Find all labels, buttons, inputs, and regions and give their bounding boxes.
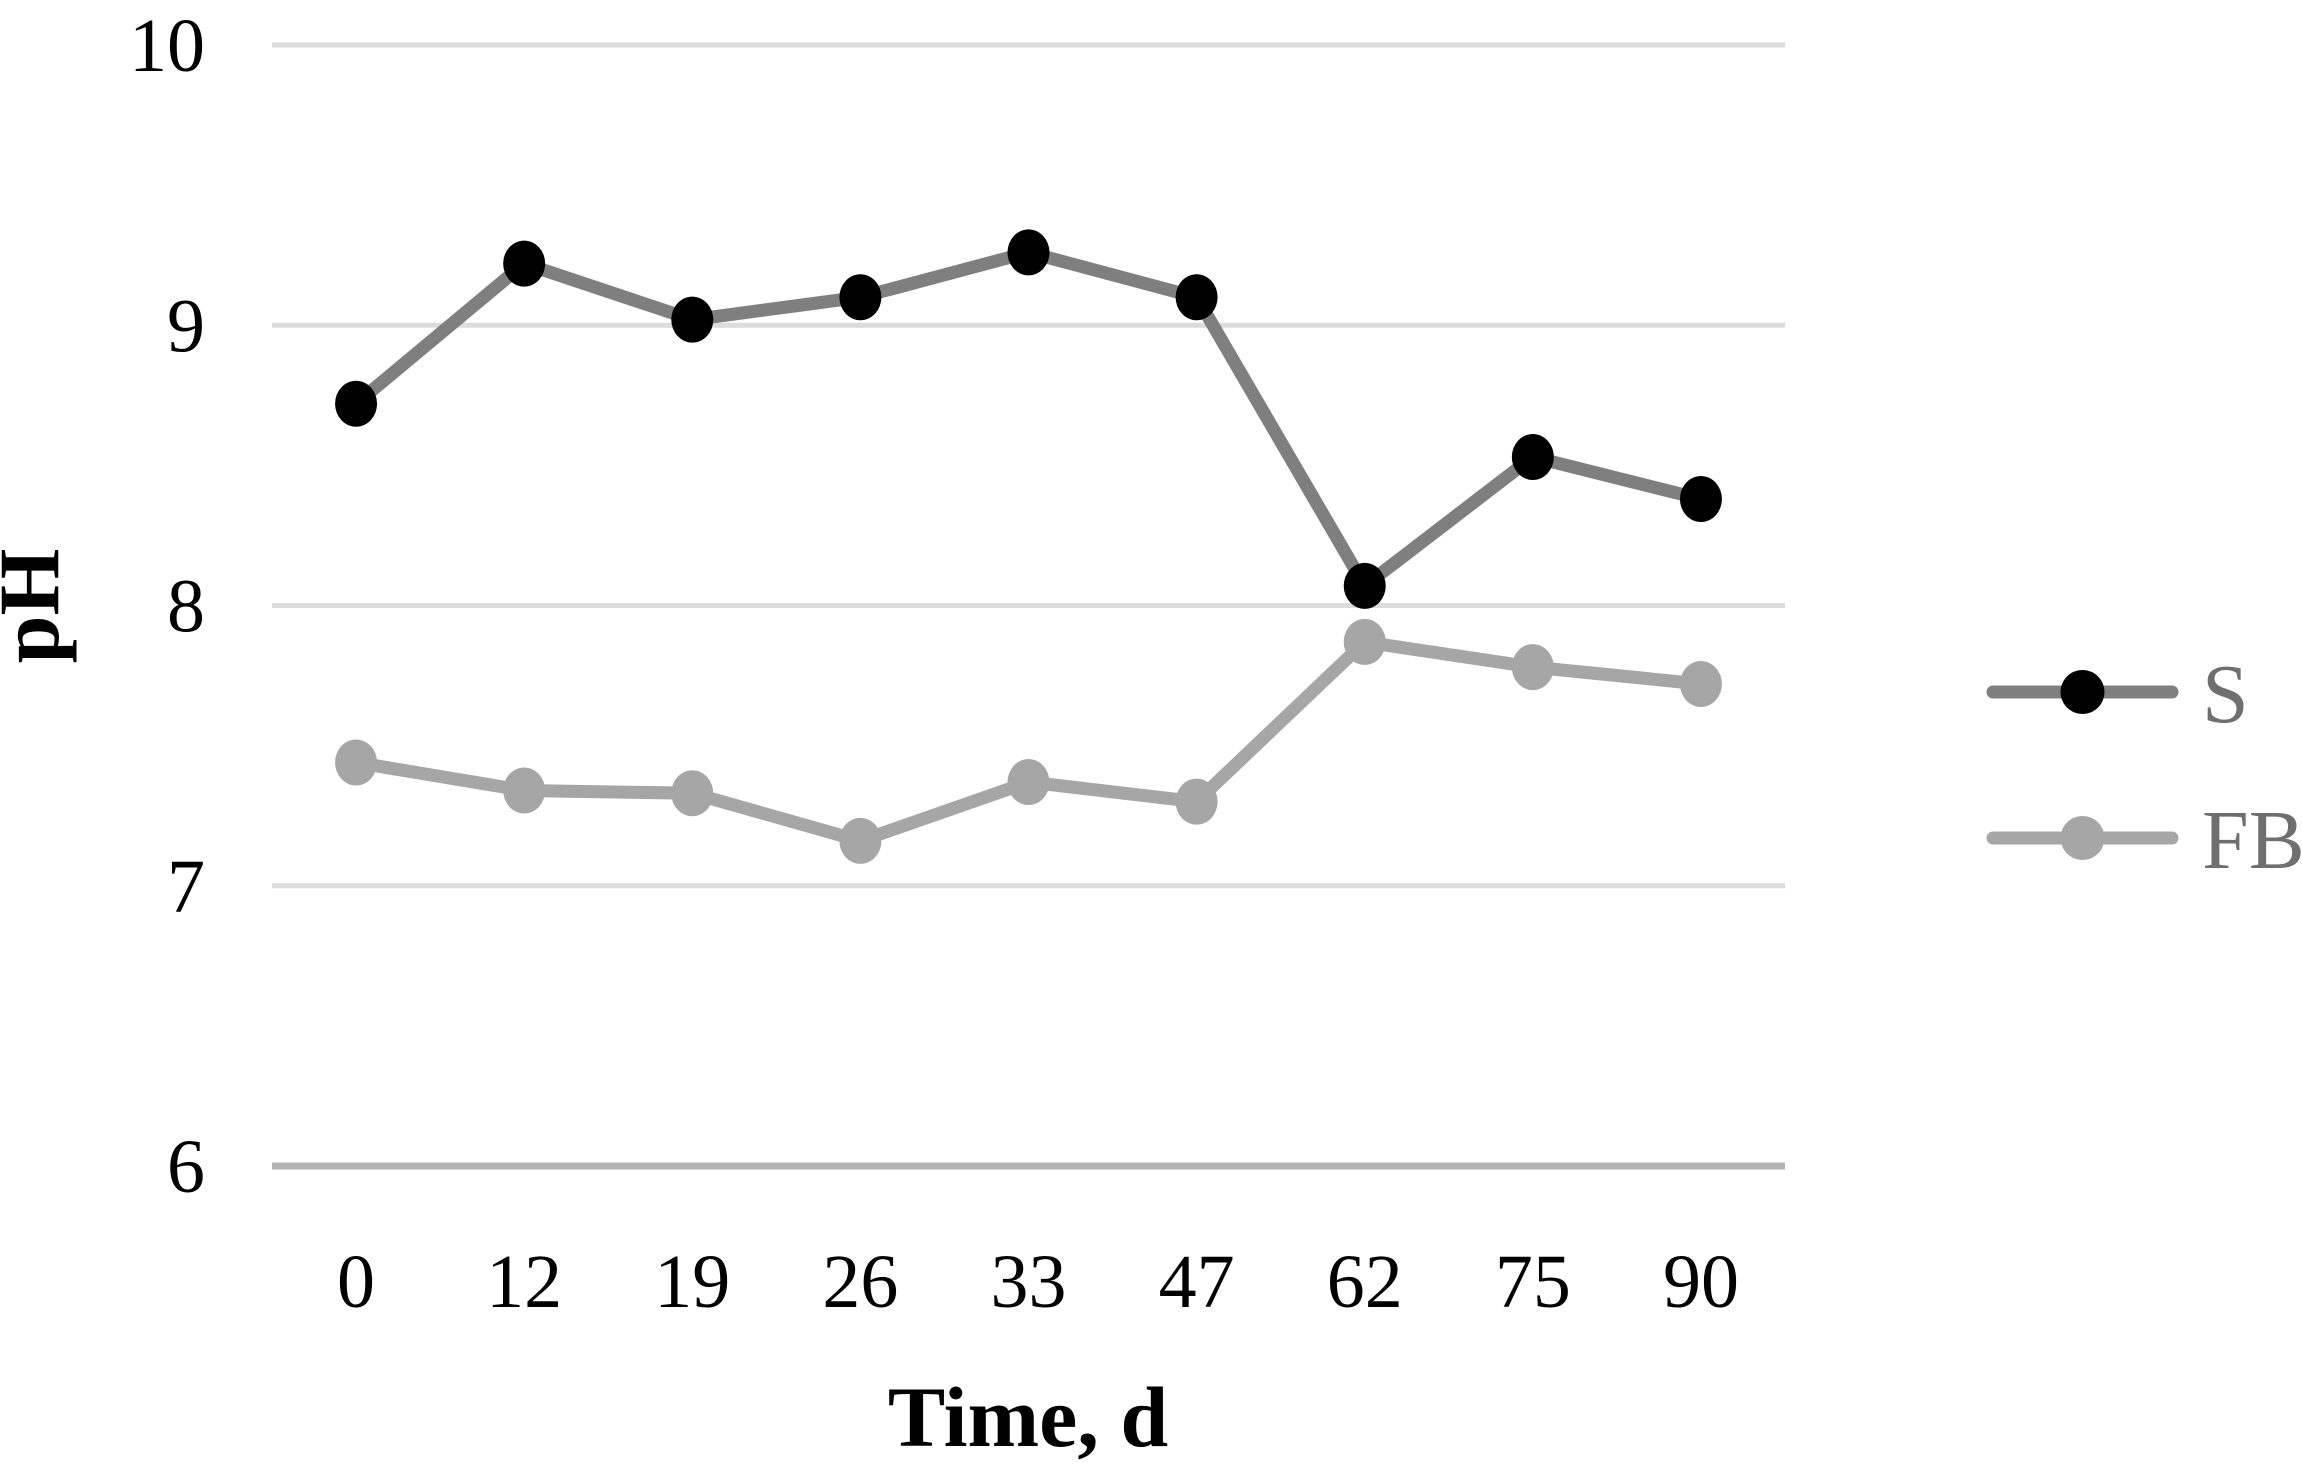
legend: S FB xyxy=(1986,648,2302,887)
x-tick-label-90: 90 xyxy=(1663,1240,1739,1324)
y-tick-label-7: 7 xyxy=(167,845,205,929)
series-FB-marker-90 xyxy=(1679,660,1722,707)
legend-label-FB: FB xyxy=(2202,794,2302,887)
series-FB-marker-33 xyxy=(1007,759,1050,806)
series-S-marker-62 xyxy=(1343,562,1386,609)
x-tick-label-26: 26 xyxy=(822,1240,898,1324)
series-S-marker-47 xyxy=(1175,274,1218,321)
series-FB-marker-47 xyxy=(1175,778,1218,825)
series-S-line xyxy=(349,245,1708,596)
series-markers xyxy=(335,229,1722,864)
y-tick-label-8: 8 xyxy=(167,565,205,649)
gridlines xyxy=(272,42,1785,1170)
series-S-marker-12 xyxy=(503,240,546,287)
y-axis-title: pH xyxy=(0,549,77,664)
series-S-marker-33 xyxy=(1007,229,1050,276)
series-FB-marker-75 xyxy=(1511,644,1554,691)
legend-marker-S xyxy=(2060,670,2105,714)
x-axis-tick-labels: 0 12 19 26 33 47 62 75 90 xyxy=(337,1240,1739,1324)
x-tick-label-62: 62 xyxy=(1327,1240,1403,1324)
series-FB-marker-19 xyxy=(671,770,714,817)
legend-item-FB: FB xyxy=(1986,794,2302,887)
x-tick-label-19: 19 xyxy=(654,1240,730,1324)
series-FB-marker-0 xyxy=(335,739,378,786)
series-S-marker-90 xyxy=(1679,476,1722,523)
y-tick-label-6: 6 xyxy=(167,1125,205,1209)
series-S-marker-19 xyxy=(671,296,714,343)
x-tick-label-33: 33 xyxy=(991,1240,1067,1324)
x-tick-label-75: 75 xyxy=(1495,1240,1571,1324)
series-FB-marker-62 xyxy=(1343,618,1386,665)
legend-marker-FB xyxy=(2060,816,2105,860)
series-FB-marker-26 xyxy=(839,817,882,864)
legend-item-S: S xyxy=(1986,648,2249,741)
y-axis-tick-labels: 6 7 8 9 10 xyxy=(129,4,205,1209)
legend-label-S: S xyxy=(2202,648,2249,741)
series-FB-line xyxy=(349,635,1708,848)
x-tick-label-0: 0 xyxy=(337,1240,375,1324)
series-S-marker-0 xyxy=(335,380,378,427)
series-FB-marker-12 xyxy=(503,767,546,814)
x-axis-title: Time, d xyxy=(888,1369,1168,1465)
y-tick-label-10: 10 xyxy=(129,4,205,88)
x-tick-label-12: 12 xyxy=(486,1240,562,1324)
y-tick-label-9: 9 xyxy=(167,284,205,368)
series-S-marker-26 xyxy=(839,274,882,321)
x-tick-label-47: 47 xyxy=(1159,1240,1235,1324)
series-S-marker-75 xyxy=(1511,433,1554,480)
series-lines xyxy=(349,245,1708,848)
